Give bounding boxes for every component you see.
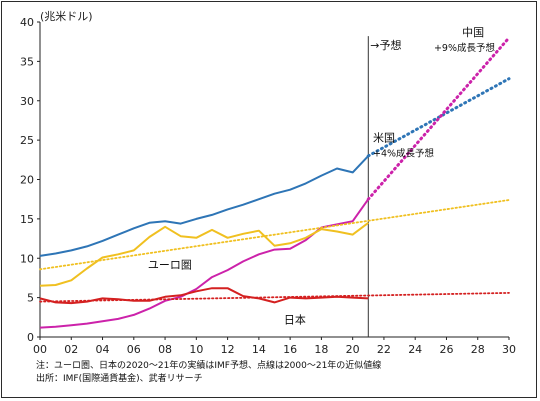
eurozone-series-label: ユーロ圏: [148, 258, 192, 271]
chart-notes: 注：ユーロ圏、日本の2020～21年の実績はIMF予想、点線は2000～21年の…: [36, 360, 381, 386]
series-layer: [39, 36, 511, 329]
x-tick-label: 12: [221, 343, 235, 356]
x-tick-label: 16: [283, 343, 297, 356]
us-series-line: [39, 155, 370, 257]
y-tick-label: 5: [27, 292, 34, 305]
us-forecast-line: [366, 77, 511, 158]
x-tick-label: 14: [252, 343, 266, 356]
x-tick-label: 24: [408, 343, 422, 356]
x-tick-labels: 00 02 04 06 08 10 12 14 16 18 20 22 24 26 28 30: [33, 337, 516, 356]
china-forecast-line: [366, 36, 511, 201]
y-tick-label: 40: [20, 16, 34, 29]
japan-trend-line: [39, 291, 510, 303]
x-tick-label: 00: [33, 343, 47, 356]
eurozone-series-line: [39, 222, 369, 287]
china-growth-label: +9%成長予想: [434, 42, 496, 54]
y-tick-label: 30: [20, 95, 34, 108]
japan-series-label: 日本: [284, 313, 306, 327]
x-tick-label: 30: [502, 343, 516, 356]
y-tick-label: 20: [20, 174, 34, 187]
y-tick-label: 10: [20, 252, 34, 265]
x-tick-label: 10: [189, 343, 203, 356]
x-tick-label: 02: [64, 343, 78, 356]
us-series-label: 米国: [373, 132, 395, 145]
us-growth-label: +4%成長予想: [373, 148, 435, 160]
y-tick-label: 0: [27, 331, 34, 344]
y-tick-label: 15: [20, 213, 34, 226]
x-tick-label: 04: [96, 343, 110, 356]
note-line-1: 注：ユーロ圏、日本の2020～21年の実績はIMF予想、点線は2000～21年の…: [36, 361, 382, 371]
x-tick-label: 26: [439, 343, 453, 356]
y-axis-unit-label: (兆米ドル): [40, 10, 93, 23]
x-tick-label: 20: [346, 343, 360, 356]
china-series-label: 中国: [462, 26, 484, 39]
x-tick-label: 08: [158, 343, 172, 356]
x-tick-label: 28: [471, 343, 485, 356]
note-line-2: 出所：IMF(国際通貨基金)、武者リサーチ: [36, 374, 203, 384]
axes: [39, 22, 509, 338]
x-tick-label: 22: [377, 343, 391, 356]
x-tick-label: 06: [127, 343, 141, 356]
forecast-label: →予想: [370, 38, 401, 52]
y-tick-label: 35: [20, 55, 34, 68]
x-tick-label: 18: [314, 343, 328, 356]
japan-series-line: [39, 287, 369, 305]
y-tick-labels: 0 5 10 15 20 25 30 35 40: [20, 16, 40, 344]
china-series-line: [39, 198, 370, 329]
y-tick-label: 25: [20, 134, 34, 147]
eurozone-trend-line: [39, 199, 510, 271]
